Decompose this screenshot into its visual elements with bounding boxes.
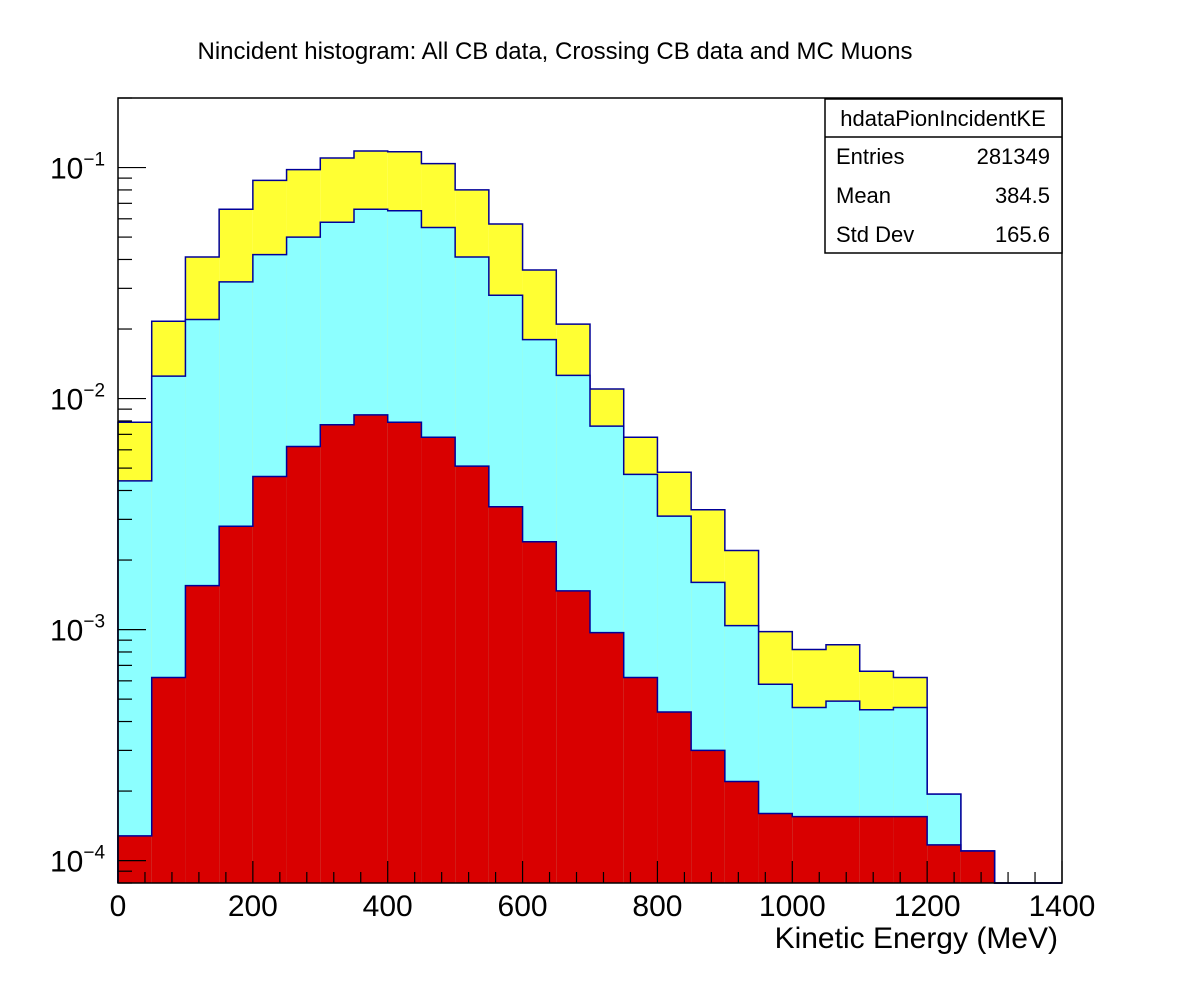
bar bbox=[488, 506, 523, 883]
bar bbox=[758, 813, 793, 883]
bar bbox=[421, 437, 456, 883]
bar bbox=[219, 526, 253, 883]
series-outline bbox=[117, 150, 1062, 884]
bar bbox=[792, 816, 826, 883]
y-tick-label: 10−1 bbox=[50, 150, 105, 186]
x-tick-label: 1400 bbox=[1029, 890, 1096, 923]
x-tick-label: 1000 bbox=[759, 890, 826, 923]
x-tick-label: 1200 bbox=[894, 890, 961, 923]
stats-stddev-label: Std Dev bbox=[836, 222, 914, 247]
y-tick-label: 10−2 bbox=[50, 381, 105, 417]
y-tick-labels: 10−1 10−2 10−3 10−4 bbox=[50, 150, 105, 879]
chart-title: Nincident histogram: All CB data, Crossi… bbox=[198, 38, 913, 65]
bar bbox=[252, 476, 287, 883]
bar bbox=[151, 677, 186, 883]
bar bbox=[387, 422, 422, 883]
stats-box-title: hdataPionIncidentKE bbox=[840, 106, 1046, 131]
bar bbox=[927, 844, 961, 883]
y-tick-label: 10−4 bbox=[50, 843, 105, 879]
bar bbox=[320, 424, 354, 883]
x-tick-labels: 0 200 400 600 800 1000 1200 1400 bbox=[110, 890, 1096, 923]
x-axis-title: Kinetic Energy (MeV) bbox=[775, 922, 1058, 955]
bar bbox=[657, 711, 692, 883]
x-tick-label: 600 bbox=[498, 890, 548, 923]
stats-mean-label: Mean bbox=[836, 183, 891, 208]
bar bbox=[826, 816, 860, 883]
bar bbox=[118, 480, 152, 883]
stats-box: hdataPionIncidentKE Entries 281349 Mean … bbox=[824, 98, 1063, 254]
bar bbox=[286, 446, 321, 883]
bar bbox=[724, 781, 759, 883]
x-tick-label: 0 bbox=[110, 890, 127, 923]
bar bbox=[522, 541, 557, 883]
bar bbox=[185, 585, 220, 883]
bar bbox=[893, 816, 928, 883]
x-tick-label: 800 bbox=[632, 890, 682, 923]
series-2 bbox=[117, 414, 1062, 884]
stats-box-frame bbox=[824, 98, 1063, 254]
stats-entries-label: Entries bbox=[836, 144, 904, 169]
bar bbox=[455, 466, 489, 883]
bar bbox=[354, 414, 388, 883]
bar bbox=[556, 590, 590, 883]
stats-entries-value: 281349 bbox=[977, 144, 1050, 169]
bar bbox=[623, 677, 658, 883]
bar bbox=[118, 835, 152, 883]
bar bbox=[960, 851, 995, 883]
series-outline bbox=[117, 414, 1062, 884]
stats-mean-value: 384.5 bbox=[995, 183, 1050, 208]
bar bbox=[590, 632, 624, 883]
stats-stddev-value: 165.6 bbox=[995, 222, 1050, 247]
x-tick-label: 400 bbox=[363, 890, 413, 923]
bar bbox=[691, 750, 725, 883]
y-tick-label: 10−3 bbox=[50, 612, 105, 648]
axis-ticks bbox=[117, 97, 1063, 884]
x-tick-label: 200 bbox=[228, 890, 278, 923]
bar bbox=[859, 816, 894, 883]
series-outline bbox=[117, 208, 1062, 884]
histogram-bars bbox=[117, 150, 1062, 884]
